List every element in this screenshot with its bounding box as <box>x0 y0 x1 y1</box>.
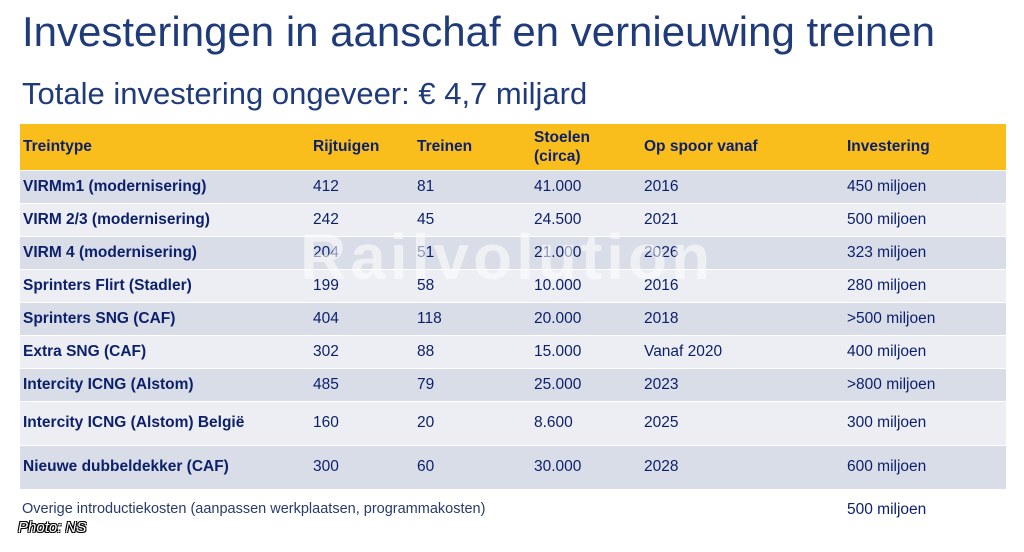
table-row: Sprinters SNG (CAF) 404 118 20.000 2018 … <box>20 302 1006 335</box>
cell-treinen: 118 <box>417 309 442 327</box>
cell-rijtuigen: 242 <box>313 210 339 228</box>
cell-treintype: Intercity ICNG (Alstom) <box>23 375 194 393</box>
cell-rijtuigen: 160 <box>313 414 339 431</box>
col-header-stoelen-line1: Stoelen <box>534 128 590 146</box>
page-title: Investeringen in aanschaf en vernieuwing… <box>22 8 935 55</box>
cell-investering: >500 miljoen <box>847 309 936 327</box>
cell-stoelen: 15.000 <box>534 342 582 360</box>
col-header-stoelen: Stoelen (circa) <box>531 124 641 170</box>
cell-op-spoor-vanaf: Vanaf 2020 <box>644 342 723 360</box>
table-row: VIRM 2/3 (modernisering) 242 45 24.500 2… <box>20 203 1006 236</box>
cell-investering: 280 miljoen <box>847 276 927 294</box>
cell-stoelen: 41.000 <box>534 177 582 195</box>
cell-rijtuigen: 404 <box>313 309 339 327</box>
cell-op-spoor-vanaf: 2023 <box>644 375 679 393</box>
cell-treinen: 58 <box>417 276 435 294</box>
cell-rijtuigen: 300 <box>313 458 339 476</box>
table-row: Sprinters Flirt (Stadler) 199 58 10.000 … <box>20 269 1006 302</box>
table-row: VIRMm1 (modernisering) 412 81 41.000 201… <box>20 170 1006 203</box>
col-header-stoelen-line2: (circa) <box>534 147 581 165</box>
cell-investering: 400 miljoen <box>847 342 927 360</box>
col-header-investering: Investering <box>847 138 930 156</box>
table-row: Nieuwe dubbeldekker (CAF) 300 60 30.000 … <box>20 445 1006 489</box>
cell-rijtuigen: 204 <box>313 243 339 261</box>
cell-stoelen: 30.000 <box>534 458 582 476</box>
col-header-treintype: Treintype <box>23 138 92 156</box>
cell-stoelen: 10.000 <box>534 276 582 294</box>
cell-op-spoor-vanaf: 2026 <box>644 243 679 261</box>
cell-rijtuigen: 412 <box>313 177 339 195</box>
table-row: Intercity ICNG (Alstom) 485 79 25.000 20… <box>20 368 1006 401</box>
cell-stoelen: 20.000 <box>534 309 582 327</box>
cell-investering: 600 miljoen <box>847 458 927 476</box>
cell-treintype: Intercity ICNG (Alstom) België <box>23 414 245 431</box>
cell-treintype: Sprinters Flirt (Stadler) <box>23 276 192 294</box>
cell-op-spoor-vanaf: 2028 <box>644 458 679 476</box>
cell-stoelen: 25.000 <box>534 375 582 393</box>
cell-treinen: 88 <box>417 342 435 360</box>
cell-op-spoor-vanaf: 2025 <box>644 414 679 431</box>
table-header-row: Treintype Rijtuigen Treinen Stoelen (circ… <box>20 124 1006 170</box>
cell-treinen: 51 <box>417 243 435 261</box>
cell-op-spoor-vanaf: 2018 <box>644 309 679 327</box>
investment-table: Treintype Rijtuigen Treinen Stoelen (circ… <box>20 124 1006 489</box>
cell-investering: 500 miljoen <box>847 210 927 228</box>
col-header-treinen: Treinen <box>417 138 473 156</box>
cell-stoelen: 8.600 <box>534 414 573 431</box>
cell-op-spoor-vanaf: 2016 <box>644 177 679 195</box>
cell-rijtuigen: 485 <box>313 375 339 393</box>
page-subtitle: Totale investering ongeveer: € 4,7 milja… <box>22 76 588 111</box>
cell-rijtuigen: 302 <box>313 342 339 360</box>
cell-op-spoor-vanaf: 2021 <box>644 210 679 228</box>
footer-amount: 500 miljoen <box>847 501 927 518</box>
col-header-op-spoor-vanaf: Op spoor vanaf <box>644 138 758 156</box>
cell-treintype: Sprinters SNG (CAF) <box>23 309 176 327</box>
cell-treintype: VIRMm1 (modernisering) <box>23 177 207 195</box>
cell-treintype: VIRM 2/3 (modernisering) <box>23 210 210 228</box>
footer-note: Overige introductiekosten (aanpassen wer… <box>22 501 486 517</box>
cell-investering: 323 miljoen <box>847 243 927 261</box>
table-row: Intercity ICNG (Alstom) België 160 20 8.… <box>20 401 1006 445</box>
cell-rijtuigen: 199 <box>313 276 339 294</box>
cell-treintype: Nieuwe dubbeldekker (CAF) <box>23 458 229 476</box>
cell-stoelen: 24.500 <box>534 210 582 228</box>
cell-investering: >800 miljoen <box>847 375 936 393</box>
cell-treinen: 79 <box>417 375 435 393</box>
cell-treinen: 81 <box>417 177 435 195</box>
cell-op-spoor-vanaf: 2016 <box>644 276 679 294</box>
cell-investering: 300 miljoen <box>847 414 927 431</box>
cell-treintype: VIRM 4 (modernisering) <box>23 243 197 261</box>
table-row: Extra SNG (CAF) 302 88 15.000 Vanaf 2020… <box>20 335 1006 368</box>
cell-treintype: Extra SNG (CAF) <box>23 342 147 360</box>
cell-stoelen: 21.000 <box>534 243 582 261</box>
cell-investering: 450 miljoen <box>847 177 927 195</box>
table-row: VIRM 4 (modernisering) 204 51 21.000 202… <box>20 236 1006 269</box>
cell-treinen: 45 <box>417 210 435 228</box>
photo-credit: Photo: NS <box>18 519 87 536</box>
cell-treinen: 60 <box>417 458 435 476</box>
col-header-rijtuigen: Rijtuigen <box>313 138 380 156</box>
cell-treinen: 20 <box>417 414 435 431</box>
